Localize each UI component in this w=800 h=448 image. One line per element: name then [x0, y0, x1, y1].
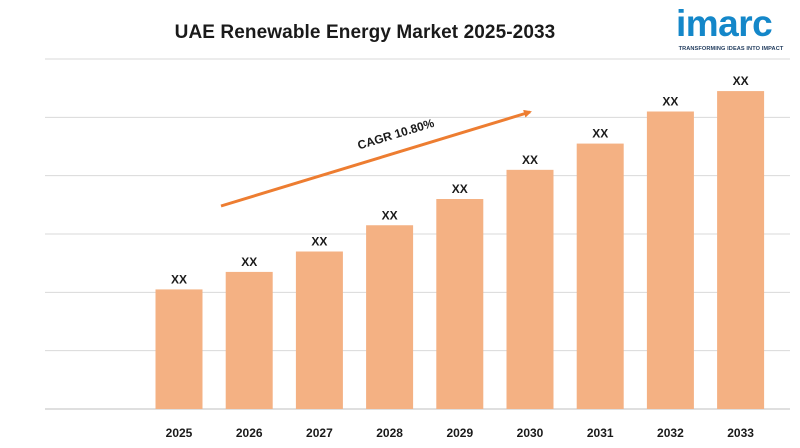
- bar-2028: [366, 225, 414, 409]
- data-labels: XX XX XX XX XX XX XX XX XX: [171, 74, 749, 286]
- x-tick-2027: 2027: [306, 426, 333, 440]
- data-label-2031: XX: [592, 127, 608, 141]
- data-label-2026: XX: [241, 255, 257, 269]
- x-tick-2028: 2028: [376, 426, 403, 440]
- imarc-logo: imarc TRANSFORMING IDEAS INTO IMPACT: [670, 2, 790, 58]
- x-tick-2033: 2033: [727, 426, 754, 440]
- x-tick-labels: 2025 2026 2027 2028 2029 2030 2031 2032 2033: [166, 426, 755, 440]
- bar-2030: [506, 169, 554, 409]
- bar-2029: [436, 199, 484, 409]
- x-tick-2031: 2031: [587, 426, 614, 440]
- data-label-2027: XX: [311, 235, 327, 249]
- cagr-annotation: CAGR 10.80%: [220, 109, 532, 208]
- data-label-2030: XX: [522, 153, 538, 167]
- chart-title: UAE Renewable Energy Market 2025-2033: [174, 22, 556, 43]
- x-tick-2032: 2032: [657, 426, 684, 440]
- logo-tagline: TRANSFORMING IDEAS INTO IMPACT: [678, 46, 784, 52]
- cagr-arrow: [220, 109, 532, 208]
- x-tick-2029: 2029: [446, 426, 473, 440]
- bar-2031: [576, 143, 624, 410]
- data-label-2028: XX: [382, 208, 398, 222]
- bar-2026: [225, 271, 273, 409]
- bar-2032: [646, 111, 694, 409]
- x-tick-2030: 2030: [517, 426, 544, 440]
- bar-2033: [717, 91, 765, 409]
- bars: [155, 91, 765, 410]
- data-label-2033: XX: [733, 74, 749, 88]
- data-label-2032: XX: [662, 95, 678, 109]
- x-tick-2025: 2025: [166, 426, 193, 440]
- bar-2027: [295, 251, 343, 409]
- data-label-2025: XX: [171, 272, 187, 286]
- logo-wordmark: imarc: [676, 3, 773, 44]
- data-label-2029: XX: [452, 182, 468, 196]
- cagr-label: CAGR 10.80%: [356, 116, 436, 153]
- bar-2025: [155, 289, 203, 409]
- x-tick-2026: 2026: [236, 426, 263, 440]
